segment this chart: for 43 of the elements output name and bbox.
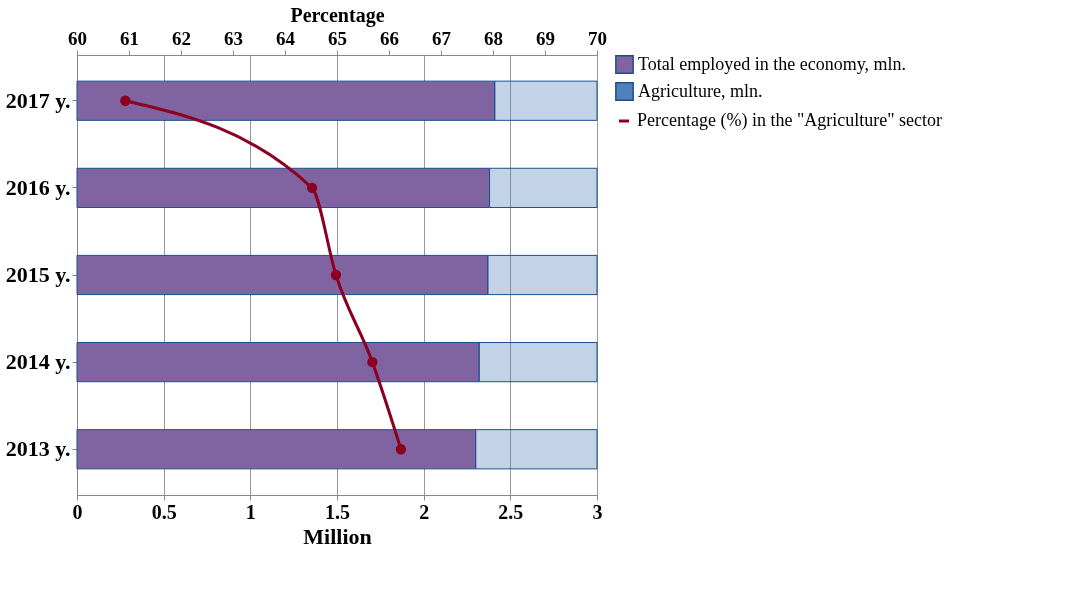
x2-tick-label: 68	[484, 27, 503, 49]
x2-axis-title: Percentage	[290, 3, 385, 27]
point	[367, 356, 378, 368]
x-tick-label: 0	[72, 500, 83, 523]
y-tick-label: 2017 y.	[5, 87, 71, 113]
x-tick-label: 1.5	[325, 500, 350, 523]
x2-tick-label: 70	[588, 27, 607, 49]
point	[120, 95, 131, 106]
x2-tick-label: 60	[68, 27, 87, 49]
legend-label: Total employed in the economy, mln.	[638, 53, 907, 74]
y-tick-label: 2016 y.	[5, 174, 71, 200]
y-tick-label: 2015 y.	[5, 262, 71, 287]
y-tick-label: 2014 y.	[5, 349, 71, 375]
x2-tick-label: 66	[380, 27, 399, 49]
bar	[76, 254, 489, 296]
x-tick-label: 1	[245, 500, 256, 523]
x2-tick-label: 65	[328, 27, 347, 49]
x2-tick-label: 63	[224, 27, 243, 49]
x2-tick-label: 69	[536, 27, 555, 49]
point	[306, 182, 318, 194]
bar	[489, 167, 598, 208]
x2-tick-label: 67	[432, 27, 452, 49]
x2-tick-label: 62	[172, 27, 191, 49]
point	[330, 269, 342, 281]
bar	[494, 80, 598, 121]
bar	[487, 254, 598, 296]
bar	[478, 342, 598, 383]
point	[395, 444, 407, 455]
x-tick-label: 2.5	[498, 500, 524, 523]
legend-label: Percentage (%) in the "Agriculture" sector	[637, 110, 943, 131]
bar	[76, 80, 496, 121]
x-tick-label: 3	[592, 500, 603, 523]
x-tick-label: 0.5	[151, 500, 177, 523]
bar	[76, 342, 480, 383]
x-axis-title: Million	[303, 523, 372, 549]
y-tick-label: 2013 y.	[5, 436, 71, 462]
x2-tick-label: 61	[120, 27, 139, 49]
bar	[76, 429, 477, 470]
x2-tick-label: 64	[276, 27, 296, 49]
x-tick-label: 2	[419, 500, 430, 523]
bar	[475, 429, 598, 470]
legend-label: Agriculture, mln.	[638, 80, 763, 101]
bar	[76, 167, 491, 208]
